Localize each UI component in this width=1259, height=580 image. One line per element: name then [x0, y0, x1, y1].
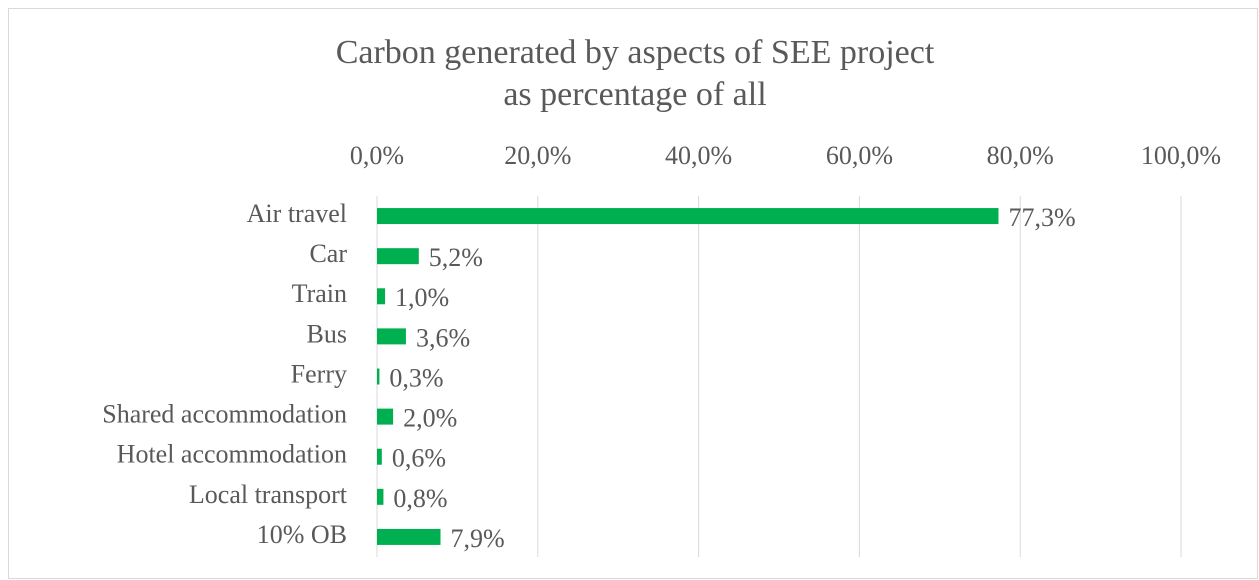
- y-tick-label: Ferry: [291, 359, 347, 388]
- y-tick-label: Bus: [307, 319, 347, 348]
- x-tick-label: 20,0%: [504, 141, 571, 170]
- x-tick-label: 100,0%: [1141, 141, 1221, 170]
- chart-title: as percentage of all: [503, 76, 766, 113]
- data-label: 2,0%: [403, 404, 457, 433]
- bar: [377, 488, 384, 505]
- x-tick-label: 40,0%: [665, 141, 732, 170]
- data-label: 7,9%: [451, 524, 505, 553]
- data-label: 0,6%: [392, 444, 446, 473]
- x-tick-label: 0,0%: [350, 141, 404, 170]
- y-tick-label: Shared accommodation: [102, 400, 347, 429]
- x-tick-label: 80,0%: [987, 141, 1054, 170]
- bar: [377, 288, 386, 305]
- data-label: 0,8%: [393, 484, 447, 513]
- bar: [377, 248, 419, 265]
- y-tick-label: Car: [309, 239, 347, 268]
- bar: [377, 408, 394, 425]
- y-tick-label: Air travel: [247, 199, 347, 228]
- y-tick-label: 10% OB: [257, 520, 347, 549]
- data-label: 0,3%: [389, 363, 443, 392]
- data-label: 3,6%: [416, 323, 470, 352]
- bar: [377, 448, 382, 465]
- y-tick-label: Train: [292, 279, 347, 308]
- bar: [377, 368, 380, 385]
- bar: [377, 328, 406, 345]
- y-tick-label: Local transport: [189, 480, 348, 509]
- chart-title: Carbon generated by aspects of SEE proje…: [336, 34, 935, 71]
- data-label: 77,3%: [1008, 203, 1075, 232]
- x-tick-label: 60,0%: [826, 141, 893, 170]
- chart-frame: [8, 8, 1258, 579]
- data-label: 5,2%: [429, 243, 483, 272]
- bar: [377, 208, 999, 225]
- bar: [377, 528, 441, 545]
- y-tick-label: Hotel accommodation: [117, 440, 347, 469]
- data-label: 1,0%: [395, 283, 449, 312]
